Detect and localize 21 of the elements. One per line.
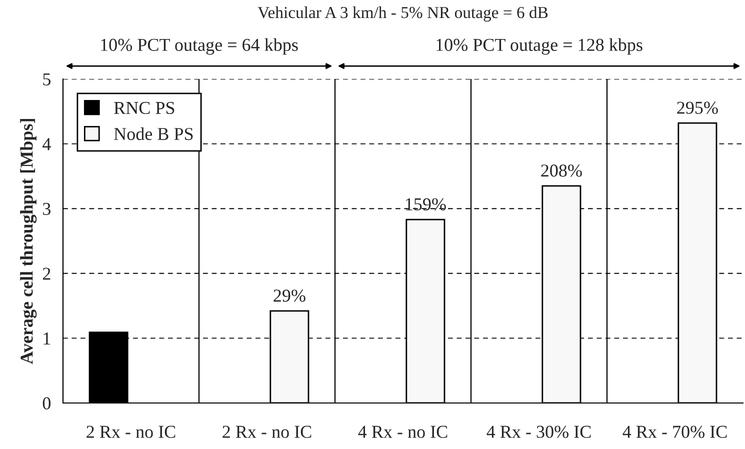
chart-title: Vehicular A 3 km/h - 5% NR outage = 6 dB bbox=[258, 6, 548, 22]
legend-label: RNC PS bbox=[114, 102, 174, 114]
annotation: 295% bbox=[677, 102, 718, 114]
annotation: 159% bbox=[406, 198, 446, 210]
x-tick-label: 2 Rx - no IC bbox=[86, 426, 176, 438]
y-tick-label: 3 bbox=[43, 202, 50, 216]
y-tick-label: 2 bbox=[42, 268, 50, 280]
x-tick-label: 4 Rx - no IC bbox=[358, 426, 448, 438]
y-tick-label: 0 bbox=[42, 397, 51, 410]
annotation: 208% bbox=[541, 164, 582, 177]
y-tick-label: 1 bbox=[44, 332, 50, 344]
annotation: 29% bbox=[274, 290, 306, 302]
x-tick-label: 2 Rx - no IC bbox=[222, 426, 312, 438]
y-axis-title: Average cell throughput [Mbps] bbox=[20, 119, 37, 364]
x-tick-label: 4 Rx - 70% IC bbox=[622, 426, 727, 438]
legend-label: Node B PS bbox=[114, 127, 193, 140]
x-tick-label: 4 Rx - 30% IC bbox=[486, 426, 591, 438]
y-tick-label: 5 bbox=[43, 73, 50, 86]
text: 10% PCT outage = 64 kbps bbox=[101, 38, 298, 55]
y-tick-label: 4 bbox=[42, 138, 51, 150]
text: 10% PCT outage = 128 kbps bbox=[436, 38, 642, 55]
